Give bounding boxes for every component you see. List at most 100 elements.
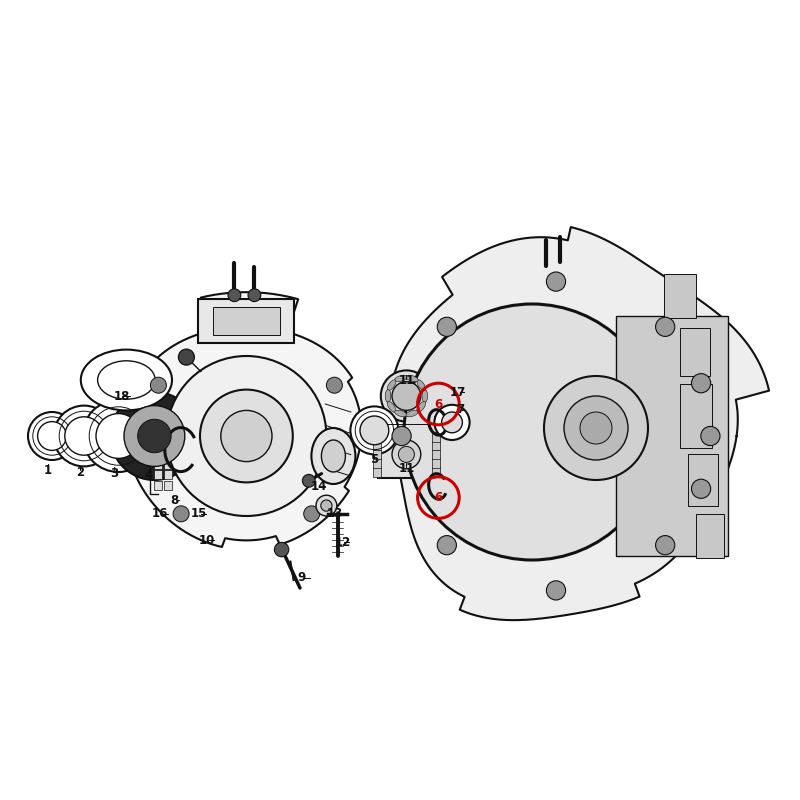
Circle shape	[546, 581, 566, 600]
Bar	[154, 429, 162, 438]
Bar	[432, 450, 440, 459]
Circle shape	[316, 495, 337, 516]
Bar	[680, 328, 710, 376]
Circle shape	[138, 419, 171, 453]
Circle shape	[274, 542, 289, 557]
Ellipse shape	[394, 375, 407, 382]
Text: 9: 9	[298, 571, 306, 584]
Ellipse shape	[387, 402, 396, 412]
Circle shape	[221, 410, 272, 462]
Ellipse shape	[417, 402, 426, 412]
Text: 8: 8	[170, 494, 178, 506]
Circle shape	[326, 378, 342, 394]
Text: 17: 17	[450, 386, 466, 398]
Circle shape	[166, 356, 326, 516]
Ellipse shape	[406, 375, 418, 382]
Circle shape	[302, 474, 315, 487]
Circle shape	[438, 535, 457, 554]
Circle shape	[564, 396, 628, 460]
Circle shape	[304, 506, 320, 522]
Bar	[154, 418, 162, 427]
Text: 6: 6	[434, 398, 442, 410]
Ellipse shape	[417, 380, 426, 390]
Text: 4: 4	[145, 469, 153, 482]
Ellipse shape	[98, 361, 155, 399]
Text: 3: 3	[110, 467, 118, 480]
Bar	[373, 467, 381, 477]
Circle shape	[392, 440, 421, 469]
Ellipse shape	[311, 428, 355, 484]
Circle shape	[398, 446, 414, 462]
Circle shape	[173, 506, 189, 522]
Bar	[164, 429, 172, 438]
Bar	[164, 470, 172, 479]
Circle shape	[65, 417, 103, 455]
Ellipse shape	[394, 410, 407, 417]
Circle shape	[655, 535, 674, 554]
Bar	[432, 458, 440, 468]
Circle shape	[110, 392, 198, 480]
Bar	[164, 418, 172, 427]
Circle shape	[228, 289, 241, 302]
Text: 1: 1	[44, 464, 52, 477]
Circle shape	[350, 406, 398, 454]
Text: 12: 12	[334, 536, 350, 549]
Bar	[664, 274, 696, 318]
Text: 13: 13	[326, 507, 342, 520]
Circle shape	[442, 412, 462, 433]
Circle shape	[434, 405, 470, 440]
Bar	[373, 458, 381, 468]
Circle shape	[38, 422, 66, 450]
Circle shape	[96, 414, 141, 458]
Circle shape	[404, 304, 660, 560]
Text: 18: 18	[114, 390, 130, 402]
Circle shape	[82, 400, 154, 472]
Bar	[154, 439, 162, 448]
Ellipse shape	[322, 440, 346, 472]
Ellipse shape	[386, 390, 391, 402]
Circle shape	[438, 318, 457, 337]
Bar	[373, 441, 381, 450]
Text: 6: 6	[434, 491, 442, 504]
Bar	[680, 384, 712, 448]
Circle shape	[321, 500, 332, 511]
Bar	[154, 450, 162, 458]
Circle shape	[546, 272, 566, 291]
Circle shape	[544, 376, 648, 480]
Text: 7: 7	[456, 403, 464, 416]
Bar	[432, 432, 440, 442]
Polygon shape	[126, 292, 362, 547]
Bar	[373, 450, 381, 459]
Ellipse shape	[422, 390, 428, 402]
Text: 15: 15	[190, 507, 206, 520]
Ellipse shape	[387, 380, 396, 390]
Circle shape	[124, 406, 185, 466]
Circle shape	[54, 406, 114, 466]
Polygon shape	[390, 227, 769, 620]
Bar	[213, 307, 280, 335]
Circle shape	[580, 412, 612, 444]
Bar	[688, 454, 718, 506]
Circle shape	[28, 412, 76, 460]
Text: 11: 11	[398, 374, 414, 386]
Circle shape	[150, 378, 166, 394]
Bar	[198, 299, 294, 343]
Circle shape	[360, 416, 389, 445]
Bar	[432, 441, 440, 450]
Bar	[154, 481, 162, 490]
Circle shape	[691, 374, 710, 393]
Ellipse shape	[406, 410, 418, 417]
Text: 2: 2	[76, 466, 84, 478]
Text: 10: 10	[198, 534, 214, 546]
Bar	[432, 467, 440, 477]
Text: 14: 14	[310, 480, 326, 493]
Bar	[164, 439, 172, 448]
Bar	[154, 470, 162, 479]
Circle shape	[381, 370, 432, 422]
Bar	[164, 460, 172, 469]
Circle shape	[178, 349, 194, 365]
Circle shape	[392, 426, 411, 446]
Circle shape	[691, 479, 710, 498]
Circle shape	[248, 289, 261, 302]
Circle shape	[655, 318, 674, 337]
